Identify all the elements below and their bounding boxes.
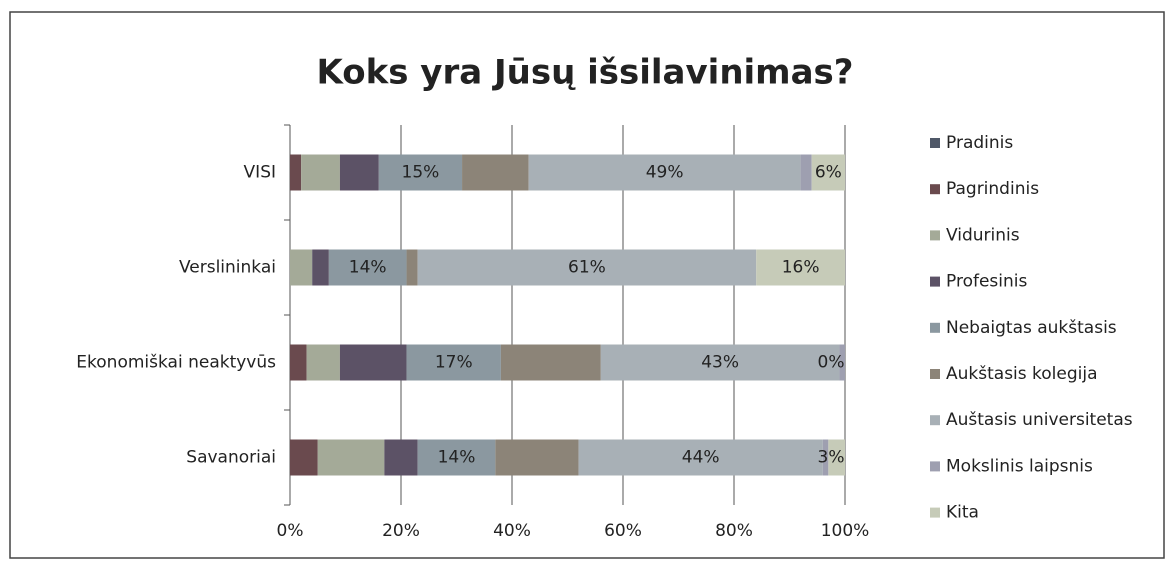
x-tick-label: 20% — [382, 521, 420, 541]
legend-swatch — [930, 276, 940, 287]
legend-label: Nebaigtas aukštasis — [946, 318, 1117, 338]
legend-label: Kita — [946, 503, 979, 523]
data-label: 6% — [815, 163, 842, 183]
bar-segment — [301, 154, 340, 191]
bar-segment — [328, 249, 407, 286]
bar-segment — [578, 439, 823, 476]
data-label: 14% — [438, 448, 476, 468]
bar-segment — [600, 344, 840, 381]
bar-segment — [378, 154, 463, 191]
bar-segment — [528, 154, 801, 191]
bar-segment — [822, 439, 829, 476]
bar-segment — [317, 439, 385, 476]
x-tick-label: 0% — [277, 521, 304, 541]
bar-segment — [417, 439, 496, 476]
x-tick-label: 40% — [493, 521, 531, 541]
legend-swatch — [930, 415, 940, 426]
bar-segment — [290, 439, 318, 476]
legend-swatch — [930, 322, 940, 333]
data-label: 61% — [568, 258, 606, 278]
bar-segment — [839, 344, 845, 381]
bar-segment — [406, 344, 501, 381]
bar-segment — [339, 344, 407, 381]
bar-segment — [462, 154, 529, 191]
bar-segment — [500, 344, 601, 381]
data-label: 16% — [782, 258, 820, 278]
legend-label: Pradinis — [946, 133, 1013, 153]
legend-label: Pagrindinis — [946, 179, 1039, 199]
bar-segment — [417, 249, 757, 286]
x-tick-label: 60% — [604, 521, 642, 541]
y-tick-label: Ekonomiškai neaktyvūs — [76, 353, 276, 373]
bar-segment — [495, 439, 579, 476]
bar-segment — [290, 154, 302, 191]
legend-swatch — [930, 184, 940, 195]
bar-segment — [406, 249, 418, 286]
legend-label: Vidurinis — [946, 225, 1020, 245]
data-label: 17% — [435, 353, 473, 373]
legend-swatch — [930, 230, 940, 241]
data-label: 14% — [349, 258, 387, 278]
bar-segment — [290, 249, 313, 286]
bar-segment — [800, 154, 812, 191]
data-label: 44% — [682, 448, 720, 468]
legend-swatch — [930, 507, 940, 518]
bar-segment — [312, 249, 329, 286]
legend-label: Profesinis — [946, 272, 1027, 292]
legend-label: Auštasis universitetas — [946, 410, 1133, 430]
x-tick-label: 80% — [715, 521, 753, 541]
legend-label: Mokslinis laipsnis — [946, 456, 1093, 476]
y-tick-label: Verslininkai — [179, 258, 276, 278]
data-label: 3% — [818, 448, 845, 468]
data-label: 43% — [701, 353, 739, 373]
bar-segment — [811, 154, 845, 191]
data-label: 49% — [646, 163, 684, 183]
bar-segment — [756, 249, 845, 286]
bar-segment — [384, 439, 418, 476]
chart-title: Koks yra Jūsų išsilavinimas? — [316, 53, 853, 93]
y-tick-label: Savanoriai — [186, 448, 276, 468]
bar-segment — [339, 154, 379, 191]
bar-segment — [290, 344, 307, 381]
y-tick-label: VISI — [244, 163, 276, 183]
legend-label: Aukštasis kolegija — [946, 364, 1098, 384]
bar-segment — [306, 344, 340, 381]
legend-swatch — [930, 369, 940, 379]
x-tick-label: 100% — [821, 521, 870, 541]
data-label: 15% — [402, 163, 440, 183]
data-label: 0% — [818, 353, 845, 373]
legend-swatch — [930, 138, 940, 148]
legend-swatch — [930, 461, 940, 472]
bar-segment — [828, 439, 845, 476]
